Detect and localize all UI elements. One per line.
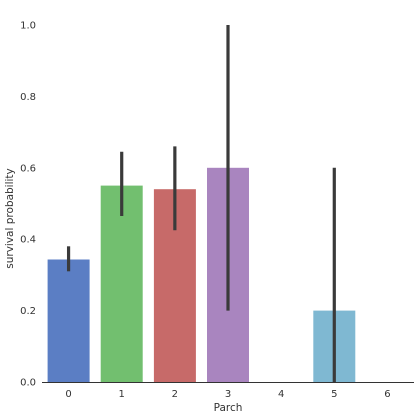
- x-tick-label-5: 5: [331, 389, 337, 400]
- y-tick-label: 0.2: [20, 306, 36, 317]
- y-tick-label: 0.6: [20, 163, 36, 174]
- bars-group: [47, 167, 356, 382]
- x-tick-label-2: 2: [172, 389, 178, 400]
- x-tick-label-3: 3: [225, 389, 231, 400]
- x-tick-label-0: 0: [65, 389, 71, 400]
- y-axis-label: survival probability: [4, 168, 16, 269]
- y-tick-label: 1.0: [20, 21, 36, 32]
- x-tick-label-4: 4: [278, 389, 284, 400]
- bar-1: [100, 185, 143, 382]
- y-tick-label: 0.4: [20, 235, 36, 246]
- x-tick-labels: 0 1 2 3 4 5 6: [65, 389, 390, 400]
- x-tick-label-1: 1: [119, 389, 125, 400]
- y-tick-label: 0.8: [20, 92, 36, 103]
- x-tick-label-6: 6: [384, 389, 390, 400]
- y-tick-labels: 0.0 0.2 0.4 0.6 0.8 1.0: [20, 21, 36, 389]
- y-tick-label: 0.0: [20, 378, 36, 389]
- errorbars-group: [66, 25, 336, 382]
- bar-0: [47, 259, 90, 382]
- x-axis-label: Parch: [214, 402, 243, 414]
